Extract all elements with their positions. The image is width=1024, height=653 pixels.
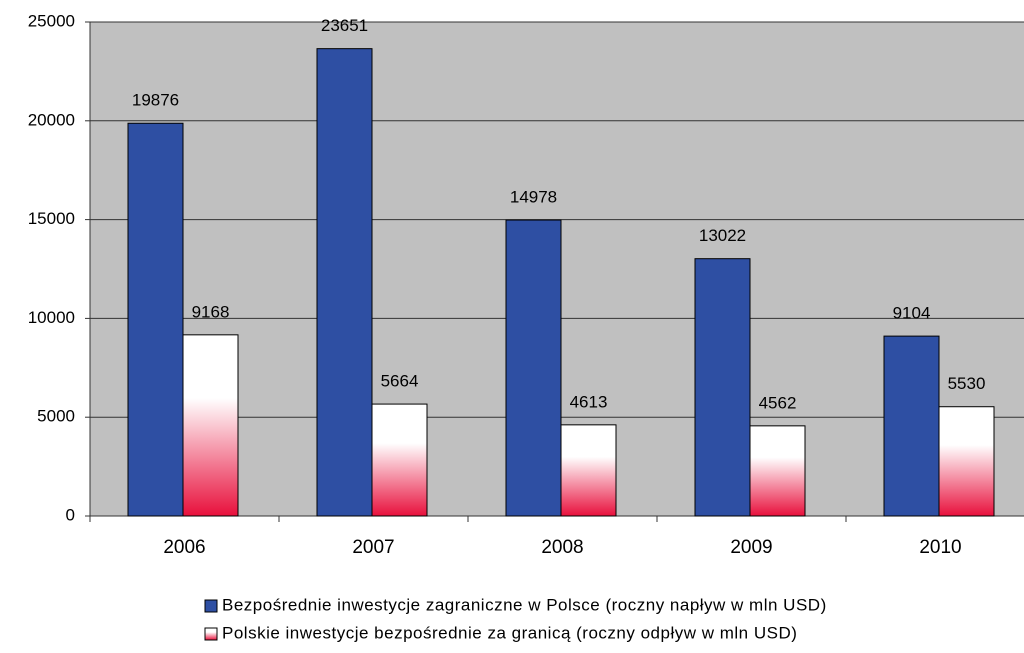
legend-label: Bezpośrednie inwestycje zagraniczne w Po…	[222, 595, 827, 614]
data-label: 13022	[699, 226, 746, 245]
x-tick-label: 2010	[919, 537, 961, 558]
y-tick-label: 15000	[28, 209, 75, 228]
y-tick-label: 10000	[28, 308, 75, 327]
bar	[749, 425, 806, 517]
legend-label: Polskie inwestycje bezpośrednie za grani…	[222, 623, 797, 642]
data-label: 14978	[510, 188, 557, 207]
data-label: 9168	[192, 302, 230, 321]
bar	[883, 335, 940, 517]
x-tick-label: 2007	[352, 537, 394, 558]
bar	[694, 258, 751, 517]
bar	[560, 424, 617, 517]
legend-marker	[204, 627, 218, 641]
data-label: 5664	[381, 372, 419, 391]
data-label: 4562	[759, 393, 797, 412]
y-tick-label: 20000	[28, 110, 75, 129]
x-tick-label: 2006	[163, 537, 205, 558]
data-label: 23651	[321, 16, 368, 35]
legend-marker	[204, 599, 218, 613]
bar	[938, 406, 995, 517]
bar	[127, 122, 184, 517]
data-label: 9104	[893, 304, 931, 323]
bar	[182, 334, 239, 517]
y-tick-label: 5000	[37, 407, 75, 426]
bar	[505, 219, 562, 517]
y-tick-label: 25000	[28, 11, 75, 30]
x-tick-label: 2009	[730, 537, 772, 558]
data-label: 4613	[570, 392, 608, 411]
data-label: 19876	[132, 91, 179, 110]
x-tick-label: 2008	[541, 537, 583, 558]
bar	[316, 48, 373, 517]
y-tick-label: 0	[66, 505, 75, 524]
bar	[371, 403, 428, 517]
data-label: 5530	[948, 374, 986, 393]
